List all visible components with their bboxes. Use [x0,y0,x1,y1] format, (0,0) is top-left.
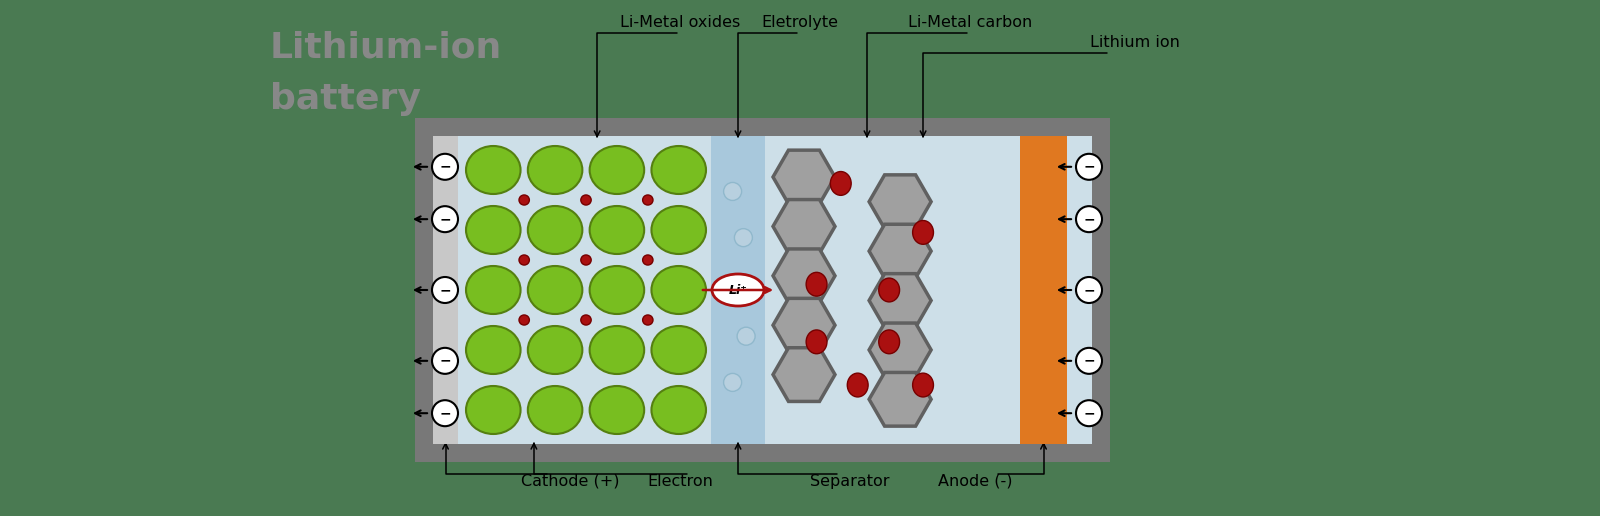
Circle shape [432,154,458,180]
Text: battery: battery [270,82,421,116]
Ellipse shape [528,386,582,434]
Circle shape [723,374,742,392]
Text: −: − [1083,354,1094,368]
Text: −: − [1083,283,1094,297]
Ellipse shape [518,315,530,325]
Circle shape [734,229,752,247]
Ellipse shape [581,315,590,325]
Ellipse shape [643,195,653,205]
Text: −: − [1083,406,1094,420]
Ellipse shape [466,206,520,254]
Polygon shape [773,348,835,401]
Polygon shape [869,323,931,377]
Ellipse shape [651,266,706,314]
Bar [710,136,765,444]
Text: Eletrolyte: Eletrolyte [762,15,838,30]
Circle shape [1075,348,1102,374]
Text: Lithium-ion: Lithium-ion [270,30,502,64]
Text: Lithium ion: Lithium ion [1090,35,1179,50]
Polygon shape [773,298,835,352]
Ellipse shape [651,146,706,194]
Text: −: − [438,406,451,420]
Ellipse shape [643,255,653,265]
Text: Electron: Electron [646,474,714,489]
Ellipse shape [643,315,653,325]
Ellipse shape [590,146,645,194]
Ellipse shape [806,272,827,296]
Ellipse shape [806,330,827,354]
Ellipse shape [590,326,645,374]
Ellipse shape [590,266,645,314]
Circle shape [1075,206,1102,232]
Ellipse shape [912,373,933,397]
Circle shape [432,206,458,232]
Text: −: − [1083,160,1094,174]
Circle shape [1075,277,1102,303]
Ellipse shape [590,386,645,434]
Polygon shape [869,175,931,229]
Text: −: − [438,354,451,368]
Polygon shape [773,150,835,204]
Ellipse shape [651,326,706,374]
Text: −: − [438,212,451,226]
Ellipse shape [466,326,520,374]
Ellipse shape [518,195,530,205]
Ellipse shape [528,326,582,374]
Circle shape [1075,400,1102,426]
Bar [434,136,458,444]
Ellipse shape [581,255,590,265]
Ellipse shape [651,386,706,434]
Text: Li-Metal oxides: Li-Metal oxides [619,15,741,30]
Circle shape [432,400,458,426]
Circle shape [432,277,458,303]
Ellipse shape [878,330,899,354]
Ellipse shape [466,146,520,194]
Ellipse shape [590,206,645,254]
Text: −: − [1083,212,1094,226]
Text: Li⁺: Li⁺ [728,283,747,297]
Ellipse shape [581,195,590,205]
Ellipse shape [651,206,706,254]
Circle shape [723,183,742,200]
Polygon shape [869,273,931,327]
Circle shape [432,348,458,374]
Text: Separator: Separator [810,474,890,489]
Ellipse shape [712,274,765,306]
Ellipse shape [912,220,933,244]
Polygon shape [773,249,835,303]
Text: −: − [438,283,451,297]
Ellipse shape [528,146,582,194]
Ellipse shape [848,373,869,397]
Ellipse shape [528,206,582,254]
Polygon shape [869,224,931,278]
Circle shape [1075,154,1102,180]
Circle shape [738,327,755,345]
Polygon shape [773,200,835,253]
Polygon shape [869,373,931,426]
Ellipse shape [878,278,899,302]
Ellipse shape [466,266,520,314]
Text: −: − [438,160,451,174]
Bar [434,136,1091,444]
Bar [414,118,1110,462]
Ellipse shape [830,171,851,196]
Ellipse shape [518,255,530,265]
Text: Li-Metal carbon: Li-Metal carbon [907,15,1032,30]
Text: Cathode (+): Cathode (+) [520,474,619,489]
Circle shape [722,281,739,299]
Ellipse shape [528,266,582,314]
Bar [1021,136,1067,444]
Ellipse shape [466,386,520,434]
Text: Anode (-): Anode (-) [938,474,1013,489]
